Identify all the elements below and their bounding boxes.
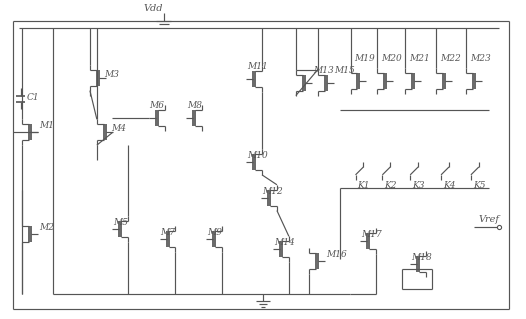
Text: M19: M19 (355, 54, 375, 63)
Text: M13: M13 (313, 66, 333, 75)
Text: M10: M10 (247, 151, 268, 160)
Text: M17: M17 (361, 230, 382, 239)
Text: M5: M5 (113, 219, 128, 227)
Text: M2: M2 (39, 223, 54, 232)
Text: M8: M8 (187, 101, 203, 110)
Text: Vdd: Vdd (144, 4, 164, 13)
Text: M3: M3 (104, 70, 119, 79)
Text: K5: K5 (473, 181, 485, 190)
Text: M20: M20 (381, 54, 402, 63)
Text: K2: K2 (385, 181, 397, 190)
Text: Vref: Vref (479, 215, 500, 225)
Text: K3: K3 (412, 181, 424, 190)
Text: M14: M14 (274, 238, 295, 247)
Text: M9: M9 (207, 228, 222, 237)
Text: M18: M18 (411, 253, 432, 262)
Text: M22: M22 (440, 54, 461, 63)
Text: M1: M1 (39, 121, 54, 130)
Text: M11: M11 (247, 62, 268, 71)
Text: K4: K4 (443, 181, 456, 190)
Text: C1: C1 (26, 93, 39, 102)
Text: K1: K1 (358, 181, 370, 190)
Text: M21: M21 (409, 54, 430, 63)
Text: M6: M6 (149, 101, 165, 110)
Text: M7: M7 (160, 228, 176, 237)
Text: M23: M23 (470, 54, 491, 63)
Text: M16: M16 (326, 250, 347, 259)
Text: M12: M12 (262, 187, 283, 196)
Text: M4: M4 (111, 124, 126, 133)
Text: M15: M15 (335, 66, 356, 75)
